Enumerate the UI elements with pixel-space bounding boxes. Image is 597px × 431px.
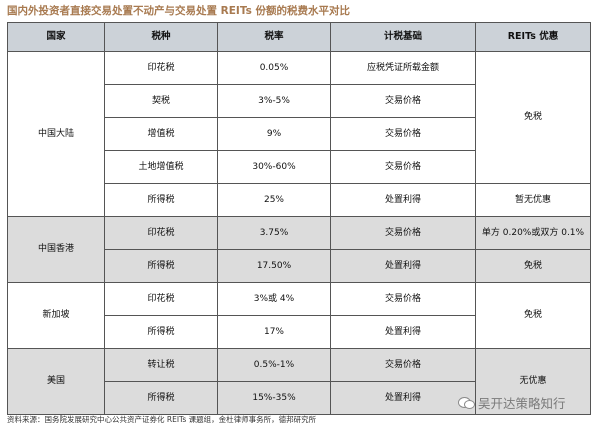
table-row: 新加坡 印花税 3%或 4% 交易价格 免税 <box>7 282 591 349</box>
header-tax-type: 税种 <box>104 22 218 52</box>
tax-rate-cell: 9% <box>217 117 331 151</box>
tax-rate-cell: 3.75% <box>217 216 331 250</box>
table-row: 所得税 17% 处置利得 <box>8 315 591 349</box>
region-singapore: 新加坡 <box>7 282 105 349</box>
tax-basis-cell: 处置利得 <box>330 183 476 217</box>
tax-type-cell: 契税 <box>104 84 218 118</box>
tax-type-cell: 所得税 <box>104 183 218 217</box>
watermark-text: 吴开达策略知行 <box>478 396 566 411</box>
header-tax-basis: 计税基础 <box>330 22 476 52</box>
source-note: 资料来源：国务院发展研究中心公共资产证券化 REITs 课题组，金杜律师事务所，… <box>7 415 317 424</box>
table-row: 所得税 17.50% 处置利得 免税 <box>7 249 591 283</box>
region-mainland: 中国大陆 <box>7 51 105 217</box>
page-title: 国内外投资者直接交易处置不动产与交易处置 REITs 份额的税费水平对比 <box>7 5 350 17</box>
benefit-cell: 单方 0.20%或双方 0.1% <box>475 216 591 250</box>
region-hongkong: 中国香港 <box>7 216 105 283</box>
tax-basis-cell: 交易价格 <box>330 216 476 250</box>
tax-rate-cell: 25% <box>217 183 331 217</box>
benefit-cell: 无优惠 <box>475 348 591 415</box>
tax-basis-cell: 处置利得 <box>330 315 476 349</box>
tax-type-cell: 转让税 <box>104 348 218 382</box>
benefit-cell: 暂无优惠 <box>475 183 591 217</box>
tax-basis-cell: 交易价格 <box>330 150 476 184</box>
table-row: 中国香港 印花税 3.75% 交易价格 单方 0.20%或双方 0.1% <box>7 216 591 283</box>
tax-type-cell: 所得税 <box>104 381 218 415</box>
table-row: 所得税 25% 处置利得 暂无优惠 <box>8 183 591 217</box>
tax-rate-cell: 3%-5% <box>217 84 331 118</box>
tax-type-cell: 印花税 <box>104 51 218 85</box>
tax-type-cell: 印花税 <box>104 216 218 250</box>
region-usa: 美国 <box>7 348 105 415</box>
tax-basis-cell: 交易价格 <box>330 84 476 118</box>
tax-basis-cell: 应税凭证所载金额 <box>330 51 476 85</box>
tax-basis-cell: 处置利得 <box>330 249 476 283</box>
table-header-row: 国家 税种 税率 计税基础 REITs 优惠 <box>7 22 591 52</box>
table-row: 美国 转让税 0.5%-1% 交易价格 无优惠 <box>7 348 591 415</box>
tax-comparison-table: 国家 税种 税率 计税基础 REITs 优惠 中国大陆 印花税 0.05% 应税… <box>7 22 591 415</box>
tax-basis-cell: 交易价格 <box>330 348 476 382</box>
table-row: 中国大陆 印花税 0.05% 应税凭证所载金额 免税 <box>7 51 591 217</box>
tax-rate-cell: 0.5%-1% <box>217 348 331 382</box>
benefit-cell: 免税 <box>475 249 591 283</box>
tax-basis-cell: 处置利得 <box>330 381 476 415</box>
header-reits-benefit: REITs 优惠 <box>475 22 591 52</box>
tax-type-cell: 所得税 <box>104 249 218 283</box>
benefit-cell: 免税 <box>475 282 591 349</box>
watermark: 吴开达策略知行 <box>458 393 566 412</box>
tax-rate-cell: 17% <box>217 315 331 349</box>
tax-type-cell: 所得税 <box>104 315 218 349</box>
wechat-icon <box>458 396 475 409</box>
header-tax-rate: 税率 <box>217 22 331 52</box>
tax-rate-cell: 3%或 4% <box>217 282 331 316</box>
tax-basis-cell: 交易价格 <box>330 282 476 316</box>
tax-type-cell: 土地增值税 <box>104 150 218 184</box>
tax-type-cell: 增值税 <box>104 117 218 151</box>
tax-rate-cell: 0.05% <box>217 51 331 85</box>
tax-type-cell: 印花税 <box>104 282 218 316</box>
tax-rate-cell: 17.50% <box>217 249 331 283</box>
table-row: 增值税 9% 交易价格 <box>8 117 591 151</box>
tax-rate-cell: 30%-60% <box>217 150 331 184</box>
tax-basis-cell: 交易价格 <box>330 117 476 151</box>
benefit-cell: 免税 <box>475 51 591 184</box>
tax-rate-cell: 15%-35% <box>217 381 331 415</box>
header-country: 国家 <box>7 22 105 52</box>
